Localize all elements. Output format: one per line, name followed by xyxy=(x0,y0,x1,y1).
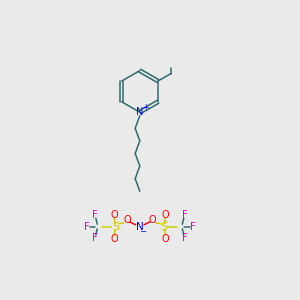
Text: F: F xyxy=(182,211,187,220)
Text: F: F xyxy=(92,233,98,243)
Text: −: − xyxy=(139,227,145,236)
Text: F: F xyxy=(182,233,187,243)
Text: S: S xyxy=(161,222,168,232)
Text: N: N xyxy=(136,107,143,117)
Text: O: O xyxy=(111,234,118,244)
Text: O: O xyxy=(161,210,169,220)
Text: N: N xyxy=(136,222,144,232)
Text: +: + xyxy=(142,103,148,112)
Text: F: F xyxy=(92,211,98,220)
Text: O: O xyxy=(149,214,156,225)
Text: O: O xyxy=(123,214,131,225)
Text: O: O xyxy=(161,234,169,244)
Text: S: S xyxy=(112,222,119,232)
Text: F: F xyxy=(190,222,196,232)
Text: O: O xyxy=(111,210,118,220)
Text: F: F xyxy=(83,222,89,232)
